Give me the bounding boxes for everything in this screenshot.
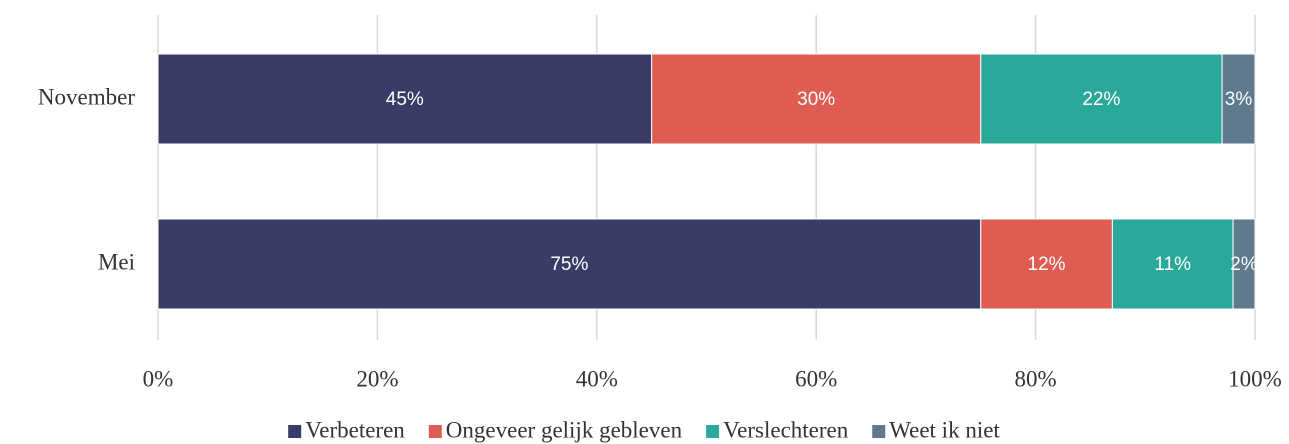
- data-label: 30%: [797, 89, 835, 110]
- legend-swatch: [872, 425, 886, 438]
- legend-label: Verbeteren: [305, 417, 405, 442]
- x-tick-label: 0%: [143, 366, 174, 391]
- y-tick-label: Mei: [98, 249, 135, 274]
- x-tick-label: 80%: [1015, 366, 1057, 391]
- bar-segment: [157, 53, 653, 145]
- y-tick-label: November: [38, 84, 135, 109]
- x-tick-label: 100%: [1228, 366, 1282, 391]
- data-label: 11%: [1154, 254, 1191, 275]
- x-tick-label: 60%: [795, 366, 837, 391]
- legend-swatch: [706, 425, 720, 438]
- data-label: 22%: [1082, 89, 1120, 110]
- data-label: 3%: [1225, 89, 1253, 110]
- legend-label: Weet ik niet: [889, 417, 1000, 442]
- x-tick-label: 20%: [356, 366, 398, 391]
- x-tick-label: 40%: [576, 366, 618, 391]
- legend-label: Ongeveer gelijk gebleven: [446, 417, 683, 442]
- data-label: 75%: [550, 254, 588, 275]
- bar-segment: [980, 53, 1223, 145]
- bar-segment: [157, 218, 982, 310]
- data-label: 2%: [1230, 254, 1258, 275]
- legend-swatch: [288, 425, 302, 438]
- data-label: 12%: [1028, 254, 1066, 275]
- data-label: 45%: [386, 89, 424, 110]
- legend-label: Verslechteren: [723, 417, 849, 442]
- bar-segment: [1232, 218, 1256, 310]
- bar-segment: [1221, 53, 1256, 145]
- bar-segment: [1111, 218, 1234, 310]
- legend-swatch: [428, 425, 442, 438]
- bar-segment: [980, 218, 1113, 310]
